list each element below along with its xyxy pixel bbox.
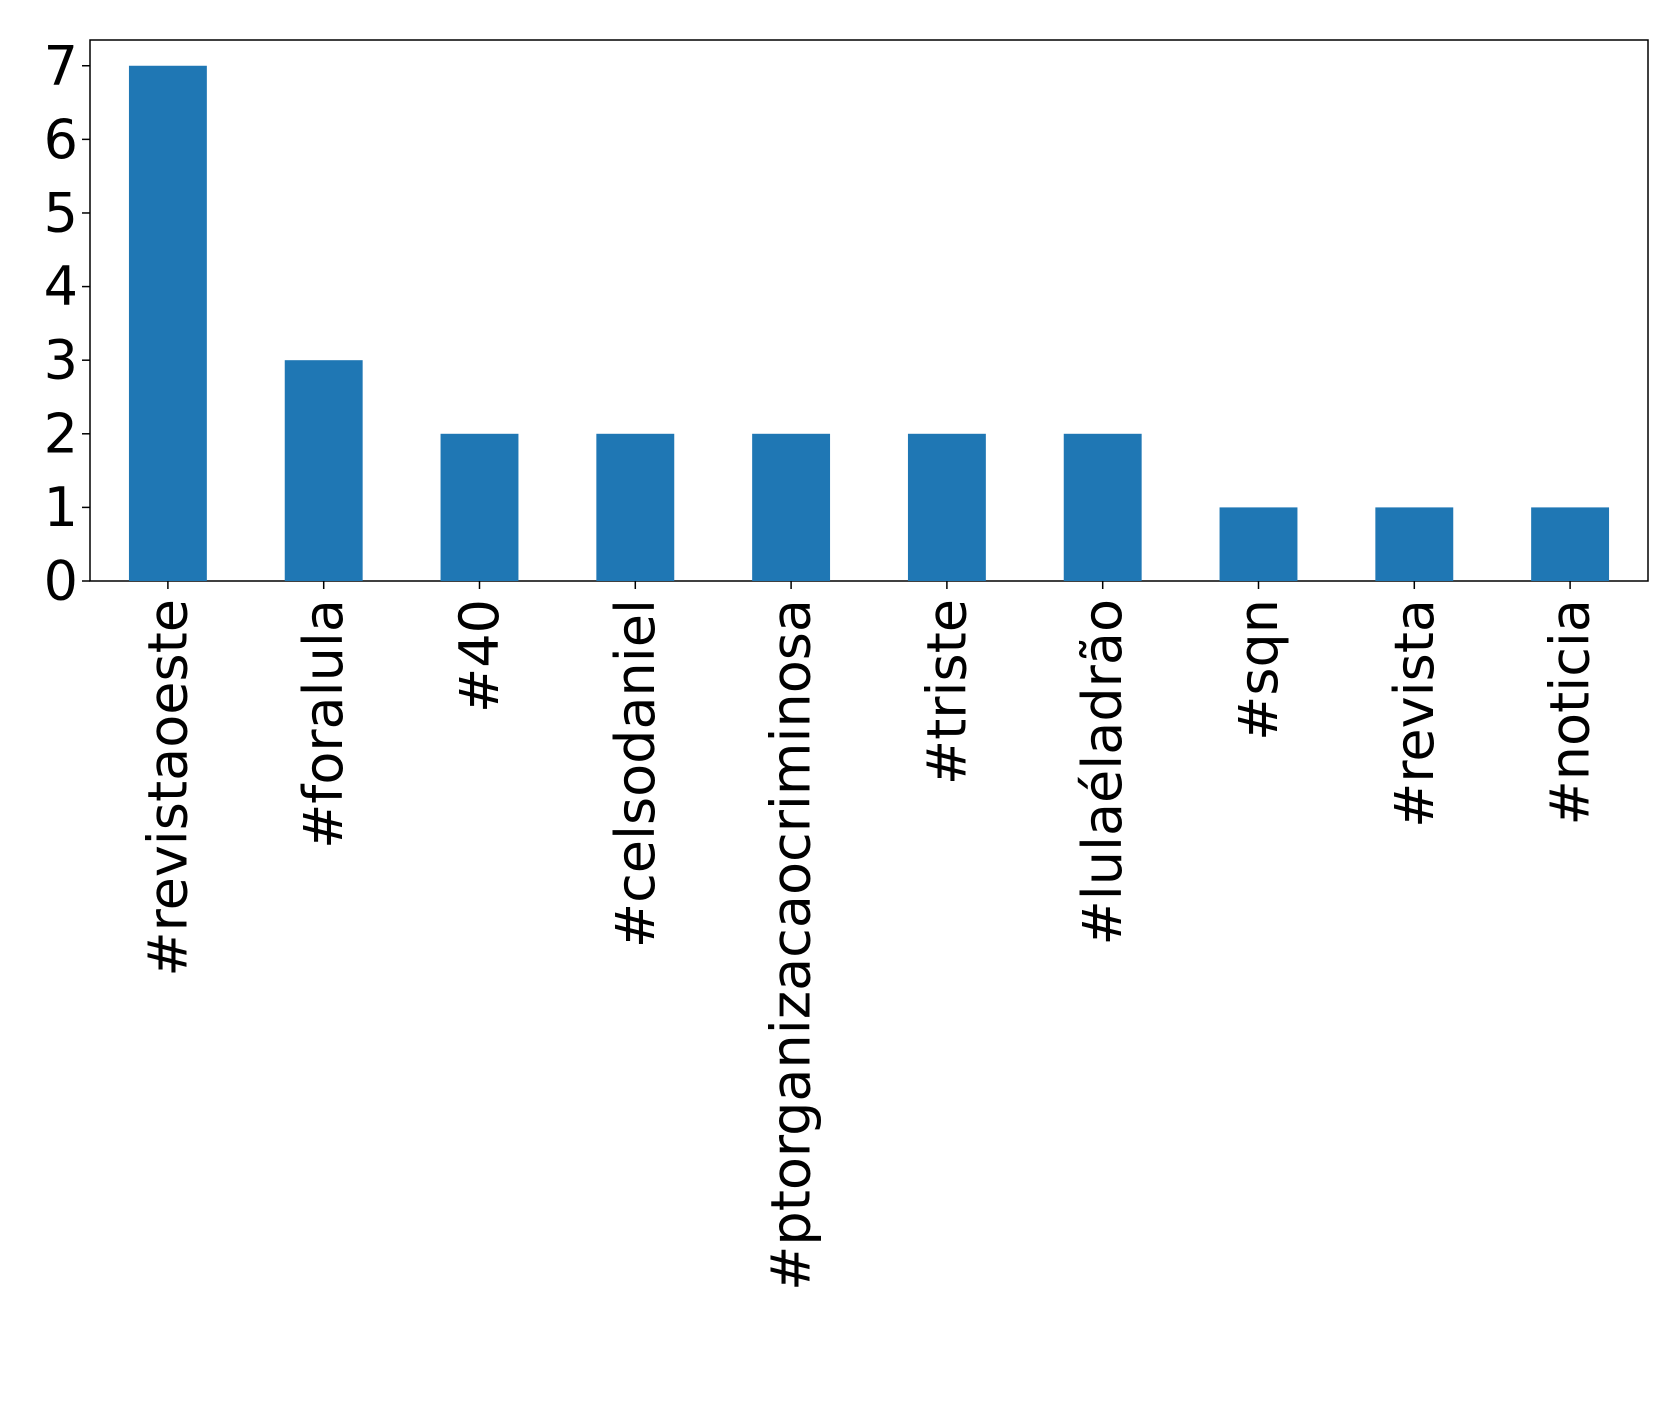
bar [1531,507,1610,581]
x-tick-label: #celsodaniel [604,599,667,948]
y-tick-label: 0 [44,550,78,613]
bar [1375,507,1454,581]
bar [128,65,207,581]
bar [440,433,519,581]
x-tick-label: #triste [915,599,978,785]
y-tick-label: 7 [44,34,78,97]
bar [907,433,986,581]
x-tick-label: #revistaoeste [136,599,199,977]
bar [1063,433,1142,581]
plot-frame [89,39,1649,582]
x-tick-label: #foralula [292,599,355,849]
y-tick-label: 3 [44,329,78,392]
y-tick-label: 2 [44,402,78,465]
y-tick-label: 5 [44,181,78,244]
bar [1219,507,1298,581]
y-tick-label: 1 [44,476,78,539]
bar [752,433,831,581]
x-tick-label: #lulaéladrão [1071,599,1134,946]
x-tick-label: #noticia [1539,599,1602,825]
x-tick-label: #40 [448,599,511,713]
x-tick-label: #revista [1383,599,1446,828]
bar [284,360,363,581]
bar [596,433,675,581]
x-tick-label: #ptorganizacaocriminosa [760,599,823,1291]
y-tick-label: 6 [44,108,78,171]
y-tick-label: 4 [44,255,78,318]
x-tick-label: #sqn [1227,599,1290,741]
